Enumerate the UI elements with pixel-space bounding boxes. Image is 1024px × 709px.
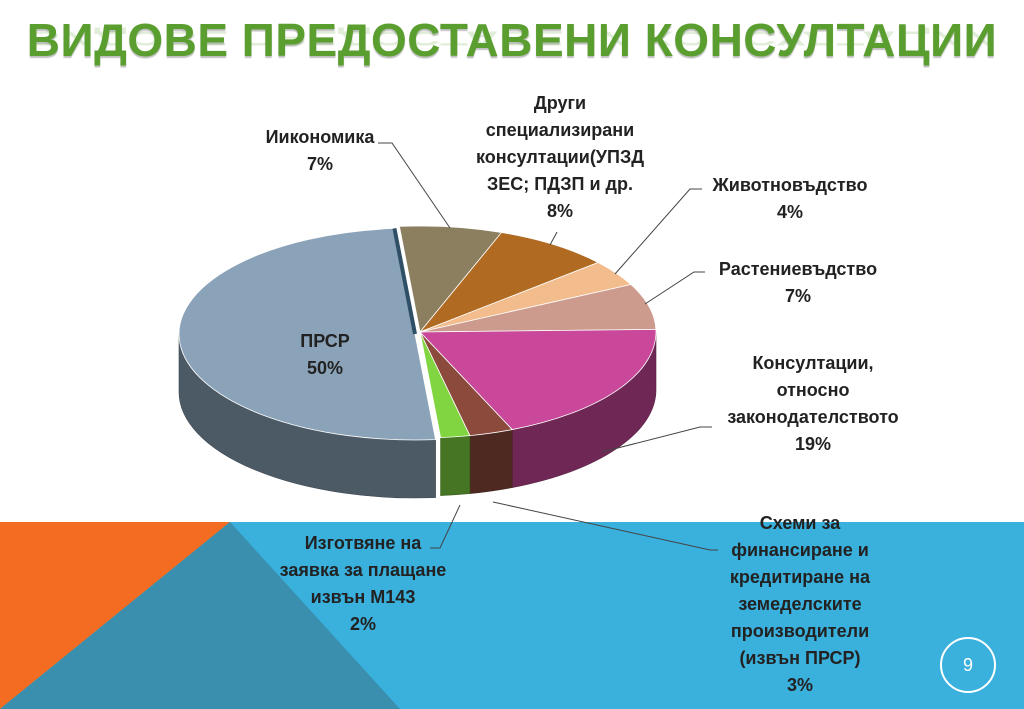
leader-line-ikonomika <box>378 142 451 229</box>
slice-label-konsultatsii: Консултации, относно законодателството 1… <box>713 350 913 458</box>
background-band <box>0 522 1024 709</box>
slice-label-shemi: Схеми за финансиране и кредитиране на зе… <box>705 510 895 699</box>
slice-label-zhivotnovadstvo: Животновъдство 4% <box>700 172 880 226</box>
leader-line-rast <box>644 271 705 305</box>
slice-label-text: Иикономика <box>265 127 375 147</box>
slice-top-ikonomika <box>398 225 503 333</box>
slice-top-rast <box>419 284 657 333</box>
slice-label-ikonomika: Иикономика 7% <box>240 124 400 178</box>
slice-label-rastenievadstvo: Растениевъдство 7% <box>703 256 893 310</box>
slice-label-percent: 3% <box>786 675 813 695</box>
leader-line-drugi <box>549 231 558 246</box>
slice-label-prsr: ПРСР 50% <box>270 328 380 382</box>
slice-label-text: Други специализирани консултации(УПЗД ЗЕ… <box>475 93 645 194</box>
slice-label-percent: 50% <box>306 358 344 378</box>
slice-label-text: ПРСР <box>300 331 350 351</box>
page-number-badge: 9 <box>940 637 996 693</box>
slice-label-percent: 8% <box>546 201 573 221</box>
slice-label-izgotvyane: Изготвяне на заявка за плащане извън М14… <box>258 530 468 638</box>
slice-label-percent: 7% <box>306 154 333 174</box>
leader-line-konsult <box>601 426 712 453</box>
leader-line-zhivot <box>614 188 702 275</box>
leader-line-shemi <box>492 501 718 551</box>
slice-top-izgotvyane <box>419 331 471 439</box>
slice-label-percent: 4% <box>776 202 803 222</box>
band-dark-triangle <box>0 522 400 709</box>
slice-top-konsult <box>419 329 657 431</box>
slice-label-drugi: Други специализирани консултации(УПЗД ЗЕ… <box>455 90 665 225</box>
leader-lines <box>378 142 718 551</box>
slice-label-text: Изготвяне на заявка за плащане извън М14… <box>279 533 447 607</box>
slice-divider <box>392 228 417 335</box>
slice-top-drugi <box>418 232 600 333</box>
slice-label-percent: 19% <box>794 434 832 454</box>
slice-side-shemi <box>469 429 513 494</box>
slice-label-text: Животновъдство <box>712 175 868 195</box>
slice-top-prsr <box>178 227 437 441</box>
slice-label-text: Консултации, относно законодателството <box>727 353 899 427</box>
slice-side-izgotvyane <box>440 435 471 496</box>
slide-title: ВИДОВЕ ПРЕДОСТАВЕНИ КОНСУЛТАЦИИ <box>26 14 998 66</box>
slice-label-percent: 2% <box>349 614 376 634</box>
leader-line-izgotvyane <box>430 504 461 549</box>
slice-label-text: Растениевъдство <box>718 259 878 279</box>
pie-tops <box>178 225 657 441</box>
slice-label-percent: 7% <box>784 286 811 306</box>
slice-label-text: Схеми за финансиране и кредитиране на зе… <box>729 513 871 668</box>
